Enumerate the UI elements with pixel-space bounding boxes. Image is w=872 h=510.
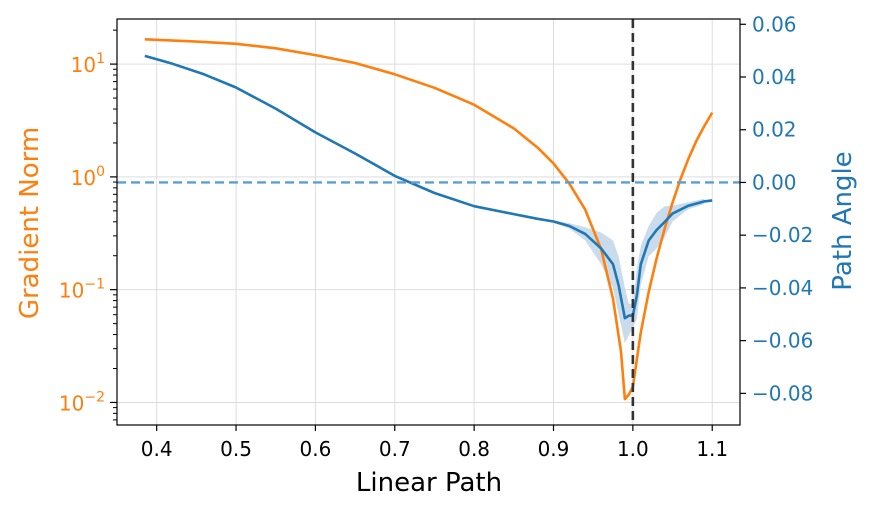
right-tick-label: −0.08 <box>752 381 813 405</box>
right-tick-label: 0.04 <box>752 65 797 89</box>
right-tick-label: 0.02 <box>752 118 797 142</box>
x-tick-label: 0.6 <box>300 437 332 461</box>
right-tick-label: −0.04 <box>752 276 813 300</box>
left-tick-label: 101 <box>71 51 105 77</box>
x-axis-label: Linear Path <box>356 468 502 498</box>
x-tick-label: 0.7 <box>379 437 411 461</box>
plot-frame <box>116 18 741 426</box>
left-tick-label: 100 <box>71 164 105 190</box>
left-tick-label: 10−2 <box>59 389 105 415</box>
right-axis-label: Path Angle <box>828 151 858 290</box>
right-tick-label: 0.06 <box>752 12 797 36</box>
x-tick-label: 1.1 <box>696 437 728 461</box>
x-tick-label: 1.0 <box>617 437 649 461</box>
left-axis-ticks: 101 100 10−1 10−2 <box>59 29 117 421</box>
series-line-path-angle <box>144 54 713 320</box>
x-tick-label: 0.8 <box>458 437 490 461</box>
x-axis-ticks: 0.4 0.5 0.6 0.7 0.8 0.9 1.0 1.1 <box>141 425 728 461</box>
data-marks <box>144 38 714 401</box>
right-axis-ticks: 0.06 0.04 0.02 0.00 −0.02 −0.04 −0.06 −0.08 <box>740 12 813 405</box>
right-tick-label: 0.00 <box>752 170 797 194</box>
grid-lines <box>117 19 740 425</box>
left-tick-label: 10−1 <box>59 277 105 303</box>
series-line-gradient-norm <box>144 38 714 401</box>
right-tick-label: −0.06 <box>752 329 813 353</box>
x-tick-label: 0.4 <box>141 437 173 461</box>
x-tick-label: 0.9 <box>538 437 570 461</box>
right-tick-label: −0.02 <box>752 223 813 247</box>
x-tick-label: 0.5 <box>220 437 252 461</box>
reference-lines <box>117 19 740 425</box>
confidence-band <box>553 198 705 344</box>
left-axis-label: Gradient Norm <box>15 127 45 319</box>
